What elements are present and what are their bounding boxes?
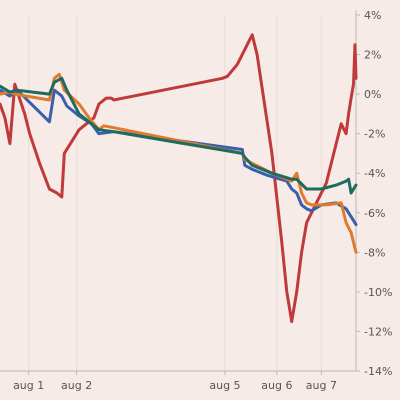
y-tick-label: -10% (364, 286, 392, 299)
x-axis-tick-labels: aug 1 aug 2 aug 5 aug 6 aug 7 (13, 379, 337, 392)
y-tick-label: -12% (364, 325, 392, 338)
x-tick-label: aug 1 (13, 379, 44, 392)
y-tick-label: -4% (364, 167, 385, 180)
y-tick-label: 2% (364, 49, 381, 62)
series-line-1 (0, 33, 358, 324)
y-tick-label: -8% (364, 246, 385, 259)
y-tick-label: -14% (364, 365, 392, 378)
y-tick-label: 0% (364, 88, 381, 101)
y-tick-label: -6% (364, 207, 385, 220)
x-tick-label: aug 7 (306, 379, 337, 392)
x-tick-label: aug 5 (209, 379, 240, 392)
x-tick-label: aug 2 (61, 379, 92, 392)
y-tick-label: 4% (364, 9, 381, 22)
y-tick-label: -2% (364, 128, 385, 141)
x-tick-label: aug 6 (261, 379, 292, 392)
y-axis-tick-labels: 4% 2% 0% -2% -4% -6% -8% -10% -12% -14% (364, 9, 392, 378)
series-line-4 (0, 76, 358, 195)
series-lines (0, 33, 358, 324)
